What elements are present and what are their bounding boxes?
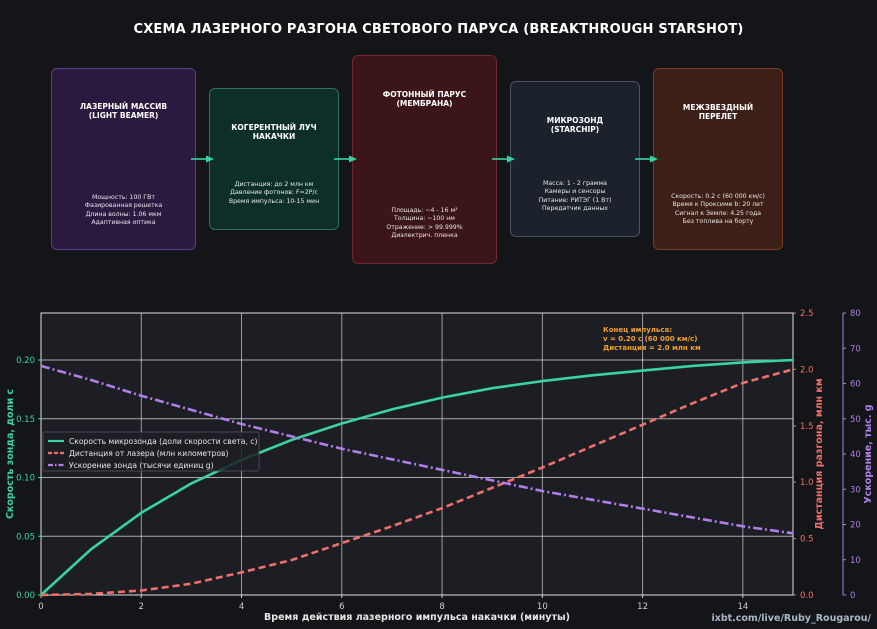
flow-box-desc: Дистанция: до 2 млн км Давление фотонов:… xyxy=(212,181,336,206)
legend-box xyxy=(42,431,260,472)
y-right2-tick-label: 70 xyxy=(850,344,861,354)
flow-box-coherent-beam: КОГЕРЕНТНЫЙ ЛУЧ НАКАЧКИ Дистанция: до 2 … xyxy=(209,88,339,230)
x-tick-label: 4 xyxy=(239,602,244,612)
x-axis-label: Время действия лазерного импульса накачк… xyxy=(264,612,570,623)
flow-arrow xyxy=(191,155,214,163)
y-right2-tick-label: 60 xyxy=(850,380,861,390)
y-right1-axis-label: Дистанция разгона, млн км xyxy=(814,378,825,529)
legend-label: Скорость микрозонда (доли скорости света… xyxy=(69,437,257,446)
y-left-tick-label: 0.10 xyxy=(16,474,35,484)
flow-arrows xyxy=(191,155,658,163)
flow-box-line: Адаптивная оптика xyxy=(91,218,156,226)
y-right1-tick-label: 2.0 xyxy=(800,365,814,375)
flow-box-title: КОГЕРЕНТНЫЙ ЛУЧ НАКАЧКИ xyxy=(231,123,317,141)
flow-box-line: Время к Проксиме b: 20 лет xyxy=(672,201,764,209)
legend-label: Ускорение зонда (тысячи единиц g) xyxy=(69,461,214,470)
legend-label: Дистанция от лазера (млн километров) xyxy=(69,449,228,458)
flow-box-line: Масса: 1 - 2 грамма xyxy=(543,180,607,187)
y-right1-tick-label: 0.0 xyxy=(800,591,814,601)
end-of-pulse-annotation: Конец импульса: xyxy=(603,326,672,334)
y-left-axis-label: Скорость зонда, доли с xyxy=(5,389,16,519)
y-right1-tick-label: 1.5 xyxy=(800,422,814,432)
x-tick-label: 14 xyxy=(737,602,748,612)
y-right2-tick-label: 30 xyxy=(850,485,861,495)
y-left-tick-label: 0.00 xyxy=(16,591,35,601)
flow-box-line: Отражение: > 99.999% xyxy=(386,223,463,231)
flow-arrow xyxy=(635,155,658,163)
legend: Скорость микрозонда (доли скорости света… xyxy=(42,431,260,472)
y-left-tick-label: 0.05 xyxy=(16,532,35,542)
flow-box-desc: Масса: 1 - 2 грамма Камеры и сенсоры Пит… xyxy=(513,180,637,213)
series-line-left xyxy=(40,358,794,596)
flow-box-line: Скорость: 0.2 c (60 000 км/с) xyxy=(671,193,765,200)
flow-arrow xyxy=(492,155,515,163)
flow-box-line: Длина волны: 1.06 мкм xyxy=(85,210,162,218)
y-right2-tick-label: 50 xyxy=(850,415,861,425)
y-right2-tick-label: 0 xyxy=(850,591,855,601)
y-right2-tick-label: 80 xyxy=(850,309,861,319)
flow-box-title: МИКРОЗОНД (STARCHIP) xyxy=(546,116,604,134)
end-of-pulse-annotation: Дистанция = 2.0 млн км xyxy=(603,344,701,352)
x-tick-label: 8 xyxy=(439,602,444,612)
flow-box-desc: Мощность: 100 ГВт Фазированная решетка Д… xyxy=(54,194,193,227)
y-left-tick-label: 0.20 xyxy=(16,356,35,366)
series-line-right1 xyxy=(40,368,794,597)
flow-box-line: Фазированная решетка xyxy=(84,202,163,210)
page-title: СХЕМА ЛАЗЕРНОГО РАЗГОНА СВЕТОВОГО ПАРУСА… xyxy=(133,22,744,37)
flow-box-line: Толщина: ~100 нм xyxy=(394,215,455,223)
flow-diagram: ЛАЗЕРНЫЙ МАССИВ (LIGHT BEAMER) Мощность:… xyxy=(0,0,877,300)
y-right2-tick-label: 10 xyxy=(850,556,861,566)
x-tick-label: 6 xyxy=(339,602,344,612)
x-tick-label: 2 xyxy=(139,602,144,612)
y-right1-tick-label: 0.5 xyxy=(800,535,814,545)
watermark: ixbt.com/live/Ruby_Rougarou/ xyxy=(711,613,871,624)
y-right2-tick-label: 20 xyxy=(850,521,861,531)
flow-box-line: Диэлектрич. пленка xyxy=(391,231,458,239)
flow-box-desc: Скорость: 0.2 c (60 000 км/с) Время к Пр… xyxy=(656,193,780,226)
x-tick-label: 12 xyxy=(637,602,648,612)
y-right2-axis-label: Ускорение, тыс. g xyxy=(863,404,874,503)
flow-box-photon-sail: ФОТОННЫЙ ПАРУС (МЕМБРАНА) Площадь: ~4 - … xyxy=(352,55,497,264)
flow-box-title: МЕЖЗВЕЗДНЫЙ ПЕРЕЛЕТ xyxy=(682,103,754,121)
flow-box-line: Камеры и сенсоры xyxy=(544,188,606,196)
flow-box-line: Площадь: ~4 - 16 м² xyxy=(391,207,458,214)
plot-frame xyxy=(40,312,794,596)
x-tick-label: 0 xyxy=(38,602,43,612)
flow-box-title: ФОТОННЫЙ ПАРУС (МЕМБРАНА) xyxy=(382,90,467,108)
flow-box-line: Время импульса: 10-15 мин xyxy=(228,197,320,205)
flow-box-line: Сигнал к Земле: 4.25 года xyxy=(674,209,762,217)
flow-box-line: Давление фотонов: F=2P/c xyxy=(230,189,318,197)
flow-box-line: Мощность: 100 ГВт xyxy=(92,194,155,201)
flow-box-title: ЛАЗЕРНЫЙ МАССИВ (LIGHT BEAMER) xyxy=(79,102,168,120)
flow-box-line: Передатчик данных xyxy=(542,204,608,212)
flow-box-line: Без топлива на борту xyxy=(682,217,754,225)
flow-box-desc: Площадь: ~4 - 16 м² Толщина: ~100 нм Отр… xyxy=(355,207,494,240)
y-right1-tick-label: 2.5 xyxy=(800,309,814,319)
flow-box-interstellar-flight: МЕЖЗВЕЗДНЫЙ ПЕРЕЛЕТ Скорость: 0.2 c (60 … xyxy=(653,68,783,250)
flow-box-line: Дистанция: до 2 млн км xyxy=(234,181,314,188)
x-tick-label: 10 xyxy=(537,602,548,612)
flow-box-line: Питание: РИТЭГ (1 Вт) xyxy=(538,196,612,204)
y-right2-tick-label: 40 xyxy=(850,450,861,460)
y-left-tick-label: 0.15 xyxy=(16,415,35,425)
y-right1-tick-label: 1.0 xyxy=(800,478,814,488)
flow-arrow xyxy=(334,155,357,163)
end-of-pulse-annotation: v = 0.20 c (60 000 км/с) xyxy=(603,335,697,343)
flow-box-microprobe: МИКРОЗОНД (STARCHIP) Масса: 1 - 2 грамма… xyxy=(510,81,640,237)
